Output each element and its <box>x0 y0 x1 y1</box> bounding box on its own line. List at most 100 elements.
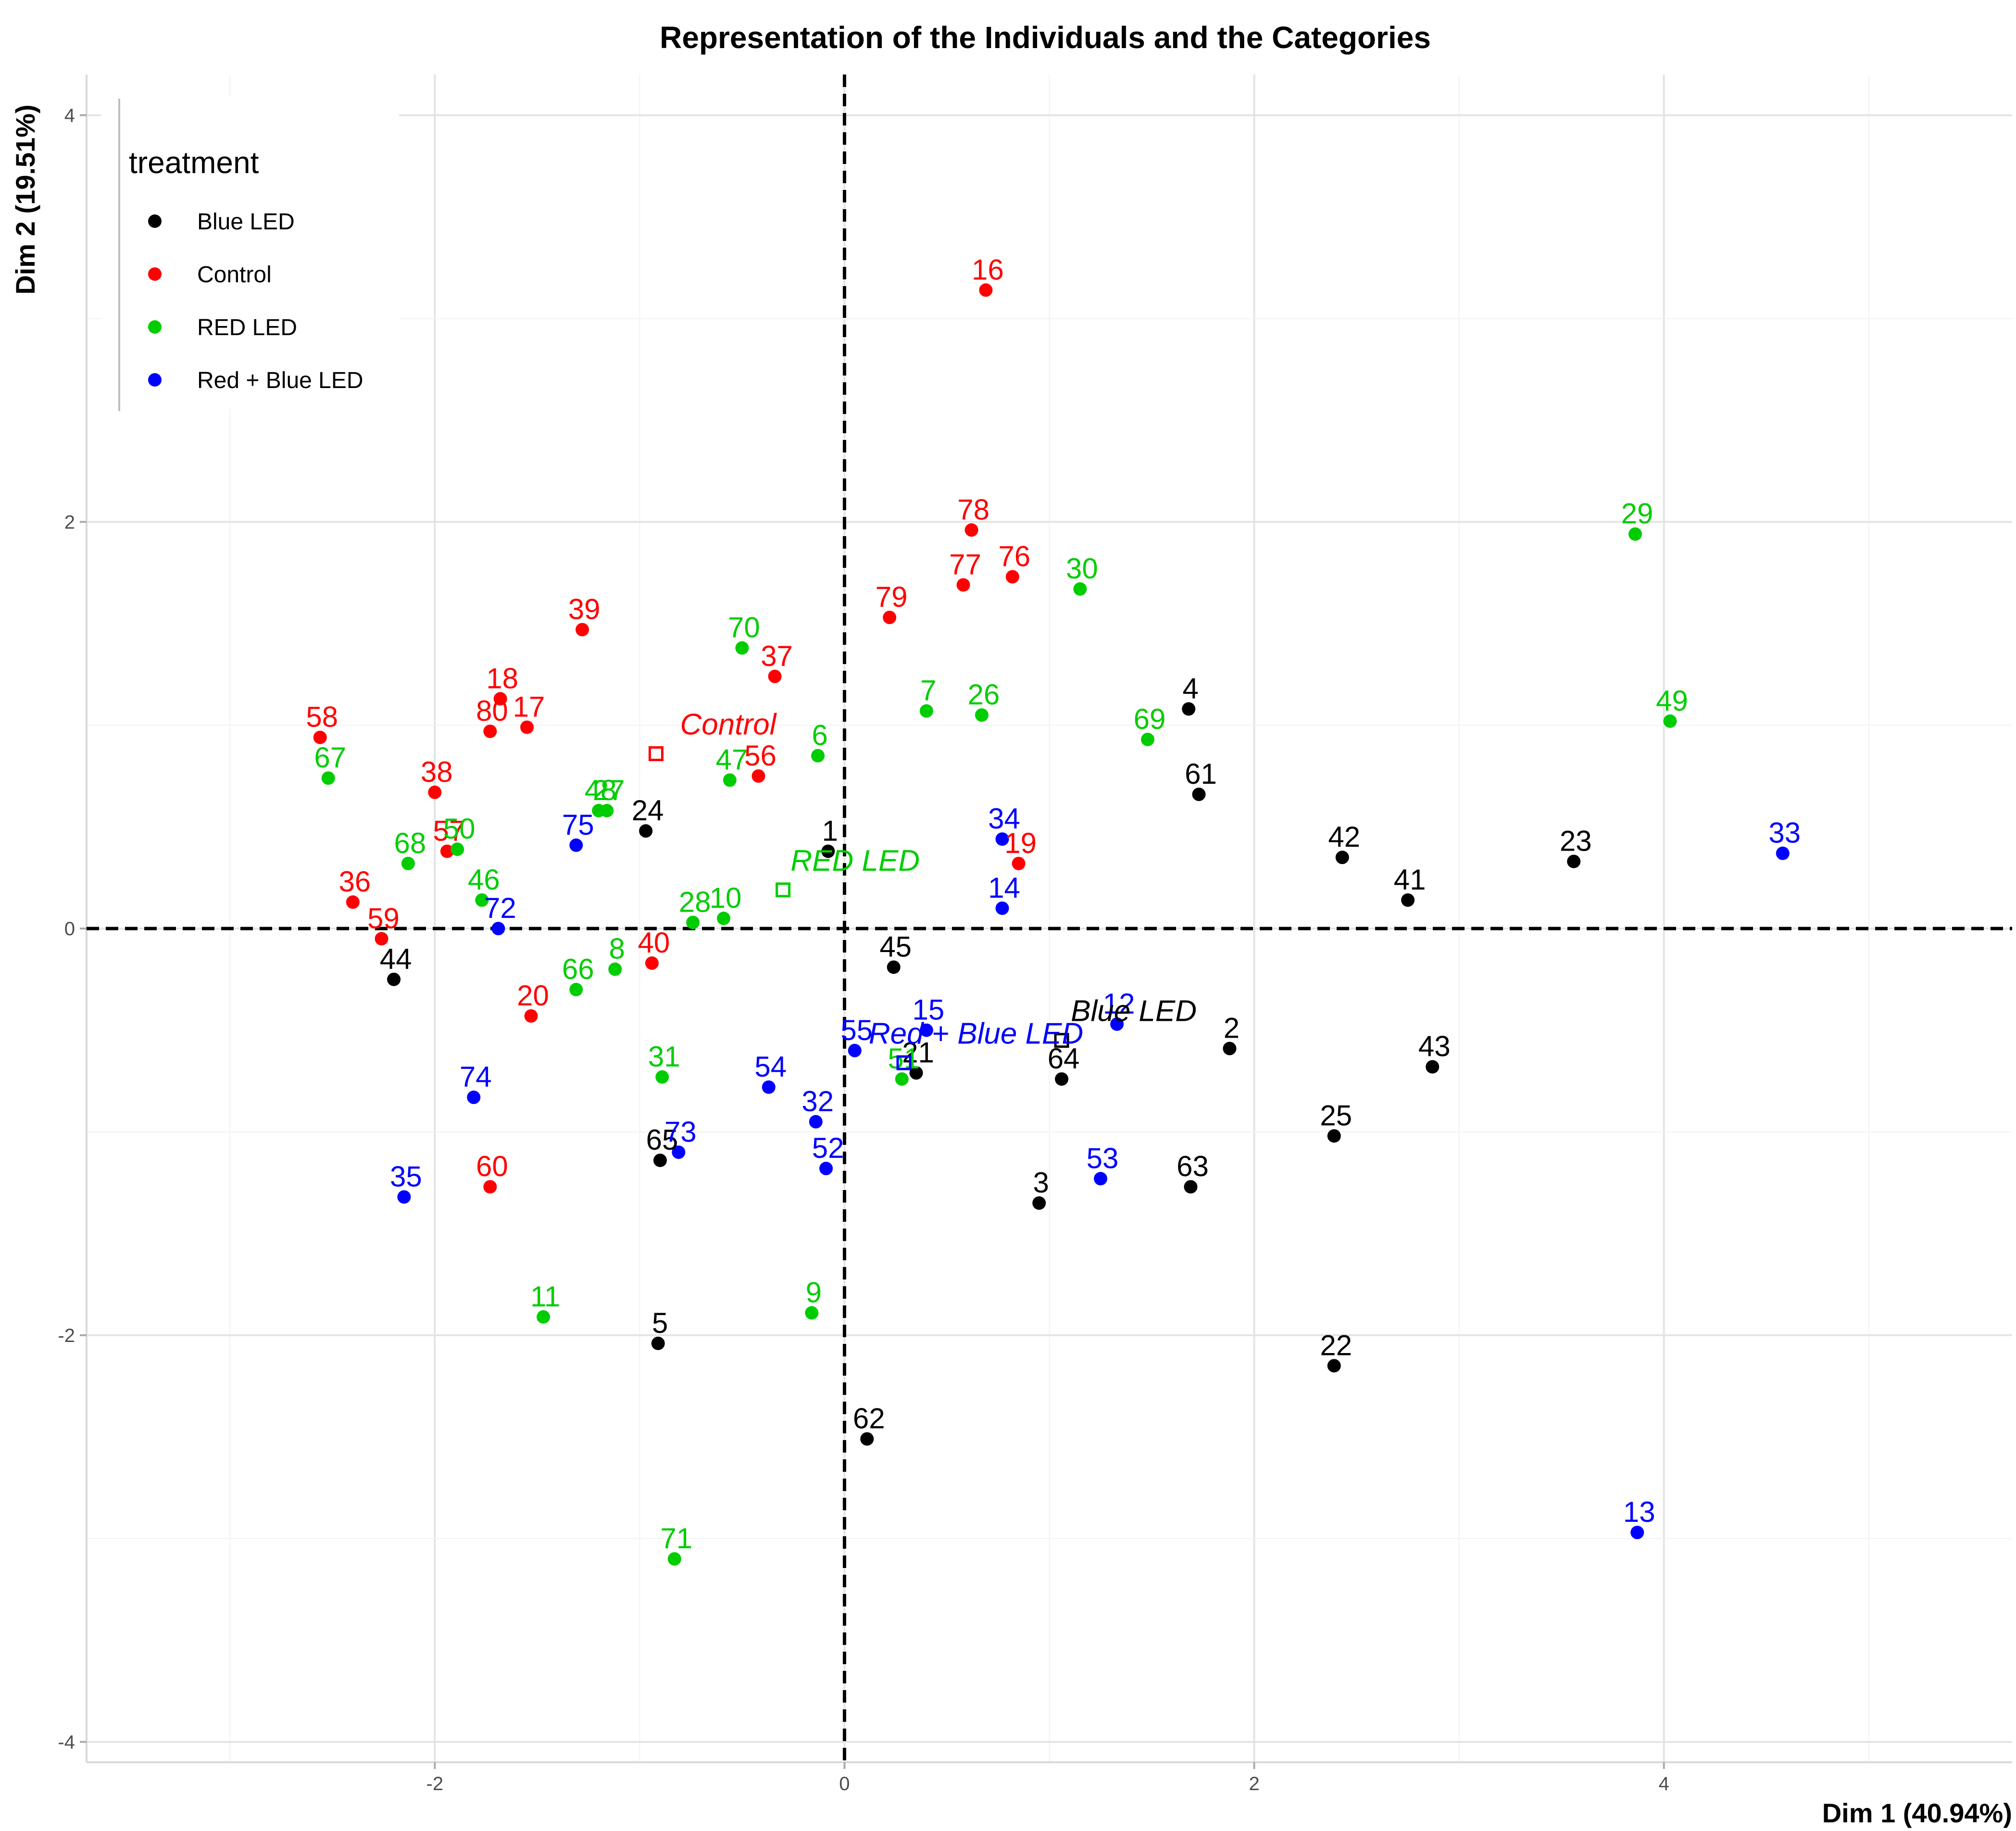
point-label: 46 <box>468 864 500 896</box>
category-label: Blue LED <box>1071 995 1197 1028</box>
data-point <box>762 1080 776 1094</box>
data-point <box>524 1009 538 1023</box>
point-label: 1 <box>822 815 838 847</box>
legend-marker <box>148 214 162 228</box>
data-point <box>717 912 731 925</box>
data-point <box>608 962 622 976</box>
y-tick-label: -4 <box>58 1732 75 1753</box>
data-point <box>919 704 933 718</box>
data-point <box>576 623 589 637</box>
point-label: 60 <box>476 1150 508 1182</box>
point-label: 39 <box>568 593 601 625</box>
legend-background <box>101 96 399 409</box>
legend-label: Blue LED <box>197 209 295 235</box>
data-point <box>428 785 442 799</box>
point-label: 69 <box>1134 703 1166 735</box>
point-label: 50 <box>443 813 476 845</box>
point-label: 8 <box>609 933 625 965</box>
data-point <box>956 578 970 592</box>
data-point <box>1192 788 1206 802</box>
data-point <box>860 1432 874 1446</box>
category-marker <box>648 746 664 761</box>
point-label: 76 <box>998 540 1030 573</box>
legend-label: Red + Blue LED <box>197 368 363 393</box>
point-label: 10 <box>710 882 742 914</box>
point-label: 6 <box>812 719 827 752</box>
data-points <box>313 283 1790 1566</box>
point-label: 30 <box>1066 552 1098 585</box>
point-label: 27 <box>593 774 625 806</box>
data-point <box>768 669 782 683</box>
point-label: 11 <box>530 1280 560 1313</box>
x-tick-label: 2 <box>1249 1773 1259 1794</box>
point-label: 55 <box>840 1014 873 1046</box>
data-point <box>387 972 401 986</box>
data-point <box>819 1162 833 1176</box>
point-label: 12 <box>1103 988 1135 1020</box>
data-point <box>1327 1359 1341 1373</box>
point-label: 61 <box>1185 758 1217 790</box>
point-label: 68 <box>394 827 426 859</box>
data-point <box>313 730 327 744</box>
point-label: 25 <box>1320 1099 1352 1131</box>
point-label: 5 <box>652 1307 668 1339</box>
y-axis-title: Dim 2 (19.51%) <box>10 104 40 294</box>
x-axis-title: Dim 1 (40.94%) <box>1822 1798 2012 1828</box>
point-label: 21 <box>902 1036 934 1068</box>
point-label: 37 <box>761 640 793 672</box>
data-point <box>1182 702 1196 716</box>
y-tick-label: 4 <box>64 105 75 126</box>
data-point <box>1073 582 1087 596</box>
data-point <box>1110 1017 1124 1031</box>
point-label: 3 <box>1033 1166 1049 1199</box>
point-label: 56 <box>744 740 776 772</box>
y-tick-label: -2 <box>58 1325 75 1346</box>
point-label: 59 <box>367 902 400 934</box>
data-point <box>723 773 737 787</box>
data-point <box>493 692 507 706</box>
point-label: 45 <box>879 930 912 963</box>
reference-lines <box>87 75 2012 1762</box>
data-point <box>1335 851 1349 865</box>
point-label: 32 <box>801 1085 834 1117</box>
point-label: 36 <box>339 865 371 898</box>
category-marker <box>896 1055 912 1070</box>
legend-marker <box>148 267 162 281</box>
data-point <box>672 1145 686 1159</box>
legend-marker <box>148 373 162 387</box>
legend-marker <box>148 320 162 334</box>
point-label: 73 <box>664 1116 697 1148</box>
point-label: 14 <box>988 872 1020 904</box>
point-label: 4 <box>1183 672 1199 704</box>
point-label: 20 <box>517 979 549 1012</box>
legend-label: Control <box>197 262 272 288</box>
point-label: 71 <box>660 1522 692 1555</box>
point-label: 70 <box>728 612 760 644</box>
point-label: 52 <box>812 1132 844 1164</box>
point-label: 33 <box>1768 817 1801 849</box>
data-point <box>346 895 360 909</box>
point-label: 35 <box>390 1160 422 1192</box>
point-label: 66 <box>562 953 594 985</box>
data-point <box>995 832 1009 846</box>
data-point <box>1005 570 1019 584</box>
data-point <box>919 1023 933 1037</box>
data-point <box>520 720 534 734</box>
data-point <box>848 1043 862 1057</box>
point-label: 62 <box>853 1403 885 1435</box>
data-point <box>1630 1526 1644 1540</box>
point-label: 79 <box>876 581 908 613</box>
data-point <box>1776 846 1790 860</box>
point-label: 43 <box>1418 1030 1451 1063</box>
point-label: 17 <box>513 690 545 723</box>
data-point <box>1032 1196 1046 1210</box>
point-label: 58 <box>306 701 338 733</box>
x-tick-label: -2 <box>426 1773 444 1794</box>
data-point <box>1401 893 1415 907</box>
data-point <box>639 824 653 838</box>
legend-title: treatment <box>129 145 259 180</box>
category-label: RED LED <box>790 844 920 878</box>
